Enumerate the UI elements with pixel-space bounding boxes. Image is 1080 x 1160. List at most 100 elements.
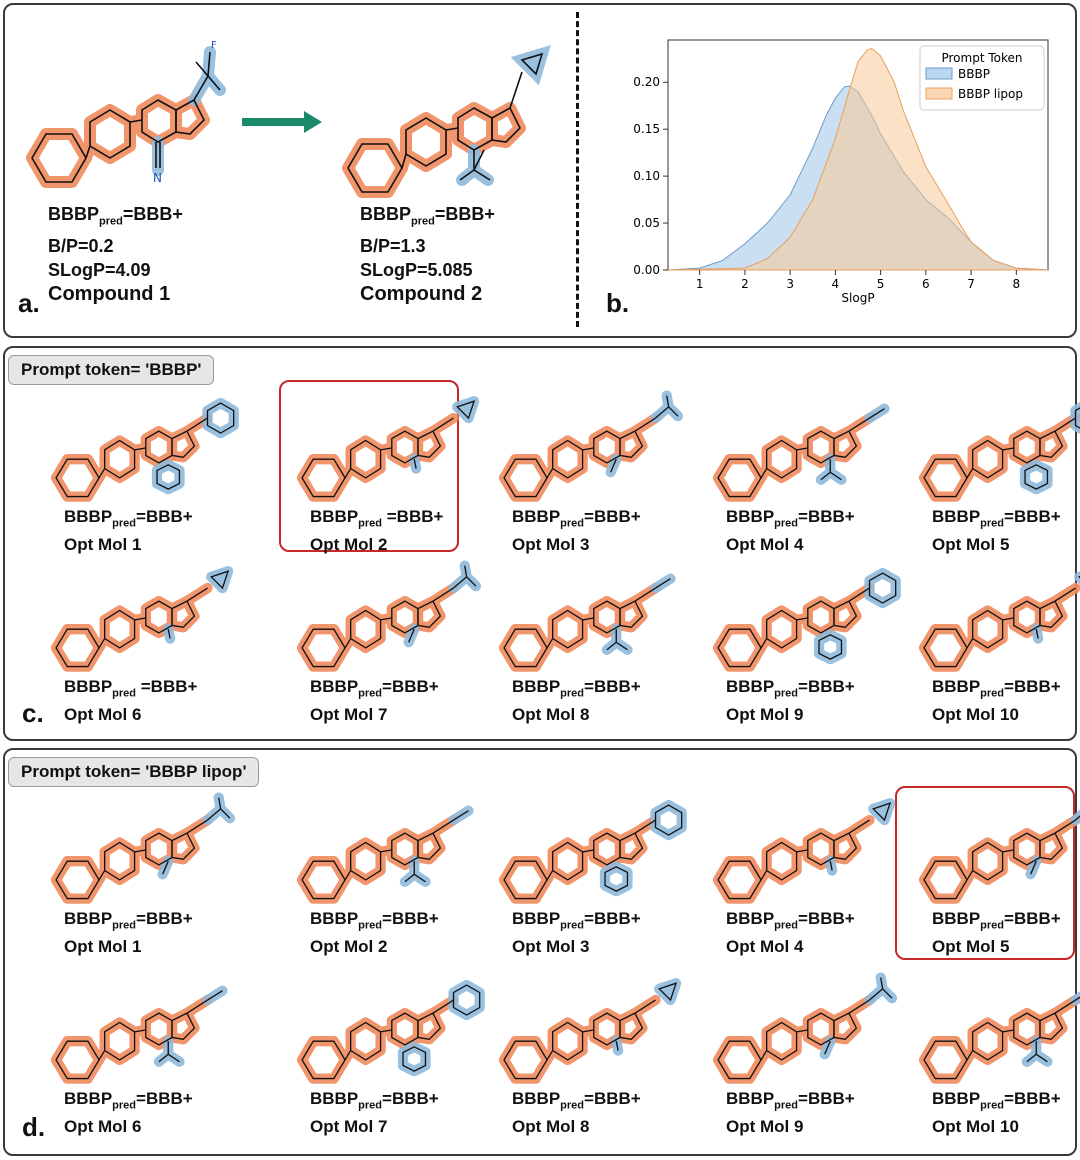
y-tick-label-4: 0.20 — [633, 75, 660, 89]
legend-label-1: BBBP — [958, 67, 990, 81]
mol-name: Opt Mol 5 — [932, 937, 1010, 957]
compound-1-bp: B/P=0.2 — [48, 235, 114, 256]
panel_d-mol-3-caption: BBBPpred=BBB+ Opt Mol 3 — [512, 908, 641, 958]
y-tick-label-0: 0.00 — [633, 263, 660, 277]
panel_d-mol-1-structure — [38, 792, 248, 912]
mol-name: Opt Mol 6 — [64, 705, 142, 725]
bbbp-label: BBBPpred=BBB+ — [932, 909, 1061, 932]
legend-label-2: BBBP lipop — [958, 87, 1023, 101]
bbbp-label: BBBPpred=BBB+ — [512, 677, 641, 700]
panel_c-mol-3-structure — [486, 390, 696, 510]
panel_c-mol-7-caption: BBBPpred=BBB+ Opt Mol 7 — [310, 676, 439, 726]
bbbp-label: BBBPpred=BBB+ — [512, 1089, 641, 1112]
bbbp-label: BBBPpred=BBB+ — [512, 507, 641, 530]
panel_c-mol-2-structure — [284, 390, 494, 510]
bbbp-label: BBBPpred=BBB+ — [64, 909, 193, 932]
panel_c-mol-8-structure — [486, 560, 696, 680]
panel_d-mol-8-structure — [486, 972, 696, 1092]
y-tick-label-1: 0.05 — [633, 216, 660, 230]
panel_d-mol-7-caption: BBBPpred=BBB+ Opt Mol 7 — [310, 1088, 439, 1138]
bbbp-label: BBBPpred=BBB+ — [726, 677, 855, 700]
slogp-density-chart: 1 2 3 4 5 6 7 8 0.00 0.05 0.10 0.15 0.20 SlogP Prompt … — [633, 39, 1049, 305]
panel_d-mol-8-caption: BBBPpred=BBB+ Opt Mol 8 — [512, 1088, 641, 1138]
x-tick-label-5: 5 — [877, 277, 885, 291]
panel-b-letter: b. — [606, 288, 630, 318]
panel_c-mol-7-structure — [284, 560, 494, 680]
panel_d-mol-10-caption: BBBPpred=BBB+ Opt Mol 10 — [932, 1088, 1061, 1138]
mol-name: Opt Mol 6 — [64, 1117, 142, 1137]
mol-name: Opt Mol 2 — [310, 937, 388, 957]
panel_d-mol-2-structure — [284, 792, 494, 912]
panel_c-mol-1-caption: BBBPpred=BBB+ Opt Mol 1 — [64, 506, 193, 556]
x-tick-label-7: 7 — [967, 277, 975, 291]
legend-swatch-2 — [925, 87, 953, 100]
panel_d-mol-6-caption: BBBPpred=BBB+ Opt Mol 6 — [64, 1088, 193, 1138]
bbbp-label: BBBPpred=BBB+ — [932, 507, 1061, 530]
x-tick-label-6: 6 — [922, 277, 930, 291]
mol-name: Opt Mol 10 — [932, 1117, 1019, 1137]
nitrogen-label: N — [153, 171, 162, 185]
density-series-2 — [667, 47, 1049, 271]
x-axis-label: SlogP — [841, 291, 874, 305]
mol-name: Opt Mol 8 — [512, 705, 590, 725]
panel_c-mol-10-structure — [906, 560, 1080, 680]
panel_d-mol-5-structure — [906, 792, 1080, 912]
x-tick-label-2: 2 — [741, 277, 749, 291]
panel-divider — [576, 12, 579, 327]
panel-c-highlight-box — [279, 380, 459, 552]
panel_d-mol-4-structure — [700, 792, 910, 912]
panel_c-mol-9-structure — [700, 560, 910, 680]
panel_d-mol-9-caption: BBBPpred=BBB+ Opt Mol 9 — [726, 1088, 855, 1138]
panel_c-mol-8-caption: BBBPpred=BBB+ Opt Mol 8 — [512, 676, 641, 726]
panel_c-mol-6-caption: BBBPpred =BBB+ Opt Mol 6 — [64, 676, 197, 726]
mol-name: Opt Mol 9 — [726, 705, 804, 725]
mol-name: Opt Mol 1 — [64, 937, 142, 957]
legend-swatch-1 — [925, 67, 953, 80]
panel-d-letter: d. — [22, 1112, 46, 1142]
panel_c-mol-2-caption: BBBPpred =BBB+ Opt Mol 2 — [310, 506, 443, 556]
panel_d-mol-7-structure — [284, 972, 494, 1092]
bbbp-label: BBBPpred=BBB+ — [64, 507, 193, 530]
mol-name: Opt Mol 3 — [512, 937, 590, 957]
compound-1-structure: F N — [26, 40, 226, 188]
panel_c-mol-9-caption: BBBPpred=BBB+ Opt Mol 9 — [726, 676, 855, 726]
panel-c-prompt-tag: Prompt token= 'BBBP' — [8, 355, 215, 385]
mol-name: Opt Mol 8 — [512, 1117, 590, 1137]
legend-title: Prompt Token — [941, 51, 1022, 65]
mol-name: Opt Mol 9 — [726, 1117, 804, 1137]
compound-1-slogp: SLogP=4.09 — [48, 259, 151, 280]
panel_d-mol-3-structure — [486, 792, 696, 912]
panel_d-mol-9-structure — [700, 972, 910, 1092]
bbbp-label: BBBPpred=BBB+ — [512, 909, 641, 932]
compound-2-caption: BBBPpred=BBB+ B/P=1.3 SLogP=5.085 Compou… — [360, 202, 495, 306]
x-tick-label-1: 1 — [696, 277, 704, 291]
panel_d-mol-4-caption: BBBPpred=BBB+ Opt Mol 4 — [726, 908, 855, 958]
bbbp-label: BBBPpred=BBB+ — [932, 677, 1061, 700]
bbbp-label: BBBPpred =BBB+ — [310, 507, 444, 530]
mol-name: Opt Mol 4 — [726, 535, 804, 555]
panel_c-mol-3-caption: BBBPpred=BBB+ Opt Mol 3 — [512, 506, 641, 556]
bbbp-label: BBBPpred=BBB+ — [932, 1089, 1061, 1112]
bbbp-label: BBBPpred=BBB+ — [726, 1089, 855, 1112]
compound-1-caption: BBBPpred=BBB+ B/P=0.2 SLogP=4.09 Compoun… — [48, 202, 183, 306]
mol-name: Opt Mol 4 — [726, 937, 804, 957]
transform-arrow-icon — [242, 111, 322, 133]
panel-a-letter: a. — [18, 288, 40, 318]
panel-c — [3, 346, 1077, 741]
panel_c-mol-5-caption: BBBPpred=BBB+ Opt Mol 5 — [932, 506, 1061, 556]
panel_c-mol-4-structure — [700, 390, 910, 510]
compound-2-structure — [342, 45, 551, 198]
panel_d-mol-10-structure — [906, 972, 1080, 1092]
compound-2-name: Compound 2 — [360, 282, 483, 305]
panel_d-mol-6-structure — [38, 972, 248, 1092]
compound-1-bbbp: BBBPpred=BBB+ — [48, 204, 183, 228]
bbbp-label: BBBPpred=BBB+ — [726, 909, 855, 932]
bbbp-label: BBBPpred=BBB+ — [726, 507, 855, 530]
fluorine-label: F — [211, 40, 217, 51]
panel_d-mol-2-caption: BBBPpred=BBB+ Opt Mol 2 — [310, 908, 439, 958]
mol-name: Opt Mol 10 — [932, 705, 1019, 725]
compound-2-slogp: SLogP=5.085 — [360, 259, 473, 280]
panel_c-mol-4-caption: BBBPpred=BBB+ Opt Mol 4 — [726, 506, 855, 556]
panel-c-letter: c. — [22, 698, 44, 728]
panel-d-prompt-tag: Prompt token= 'BBBP lipop' — [8, 757, 260, 787]
